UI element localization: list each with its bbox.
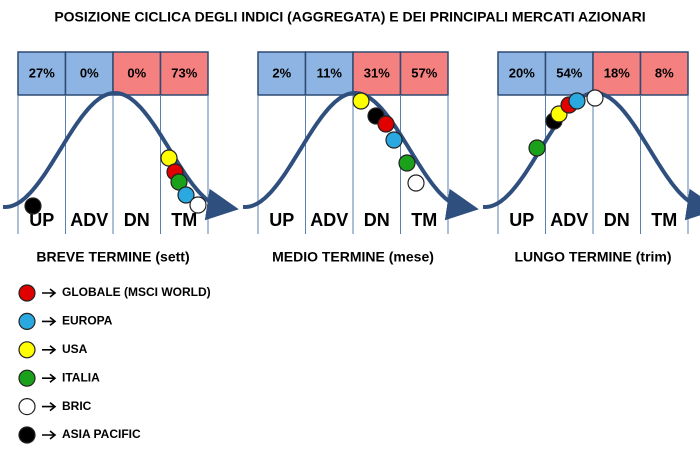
legend-dot <box>18 426 36 444</box>
legend-label: BRIC <box>62 399 92 413</box>
cycle-curve <box>242 90 479 221</box>
percent-label: 54% <box>556 65 582 80</box>
phase-label: ADV <box>550 210 588 230</box>
percent-label: 31% <box>364 65 390 80</box>
legend-arrow <box>42 345 57 355</box>
phase-label: TM <box>651 210 677 230</box>
percent-cell <box>639 51 689 96</box>
panel-label: LUNGO TERMINE (trim) <box>514 249 671 265</box>
legend-label: ASIA PACIFIC <box>62 427 141 441</box>
cycle-curve <box>2 90 239 221</box>
legend-dot <box>18 369 36 387</box>
legend-arrow <box>42 316 57 327</box>
legend-dot <box>18 341 36 359</box>
phase-label: ADV <box>310 210 348 230</box>
market-dot <box>385 131 403 149</box>
legend-arrow <box>42 288 57 298</box>
percent-cell <box>159 51 209 96</box>
legend-label: ITALIA <box>62 370 100 384</box>
percent-cell <box>17 51 67 96</box>
market-dot <box>398 154 416 172</box>
percent-label: 8% <box>655 65 674 80</box>
market-dot <box>377 115 395 133</box>
phase-label: UP <box>509 210 534 230</box>
percent-cell <box>257 51 307 96</box>
phase-label: TM <box>171 210 197 230</box>
legend-dot <box>18 312 36 330</box>
phase-label: UP <box>269 210 294 230</box>
legend-arrow <box>42 401 57 412</box>
title: POSIZIONE CICLICA DEGLI INDICI (AGGREGAT… <box>54 9 645 25</box>
market-dot <box>170 173 188 191</box>
legend-dot <box>18 284 36 302</box>
percent-cell <box>64 51 114 96</box>
market-dot <box>528 139 546 157</box>
phase-label: TM <box>411 210 437 230</box>
phase-label: ADV <box>70 210 108 230</box>
market-dot <box>568 92 586 110</box>
phase-label: DN <box>604 210 630 230</box>
legend-label: GLOBALE (MSCI WORLD) <box>62 285 211 299</box>
percent-cell <box>497 51 547 96</box>
percent-label: 0% <box>127 65 146 80</box>
percent-label: 18% <box>604 65 630 80</box>
percent-cell <box>592 51 642 96</box>
percent-label: 57% <box>411 65 437 80</box>
market-dot <box>407 174 425 192</box>
phase-label: UP <box>29 210 54 230</box>
panel-label: MEDIO TERMINE (mese) <box>272 249 434 265</box>
percent-cell <box>544 51 594 96</box>
legend-label: USA <box>62 342 88 356</box>
percent-label: 11% <box>317 65 343 80</box>
percent-cell <box>352 51 402 96</box>
market-dot <box>352 92 370 110</box>
percent-label: 27% <box>29 65 55 80</box>
legend-arrow <box>42 373 57 383</box>
legend-dot <box>18 398 36 416</box>
market-dot <box>177 186 195 204</box>
percent-label: 2% <box>272 65 291 80</box>
legend-arrow <box>42 430 57 440</box>
phase-label: DN <box>124 210 150 230</box>
phase-label: DN <box>364 210 390 230</box>
legend-label: EUROPA <box>62 314 113 328</box>
cycle-curve <box>482 90 700 221</box>
percent-label: 0% <box>80 65 99 80</box>
market-dot <box>189 196 207 214</box>
percent-label: 73% <box>171 65 197 80</box>
panel-label: BREVE TERMINE (sett) <box>36 249 189 265</box>
market-dot <box>586 89 604 107</box>
market-dot <box>24 197 42 215</box>
percent-label: 20% <box>509 65 535 80</box>
percent-cell <box>112 51 162 96</box>
percent-cell <box>399 51 449 96</box>
